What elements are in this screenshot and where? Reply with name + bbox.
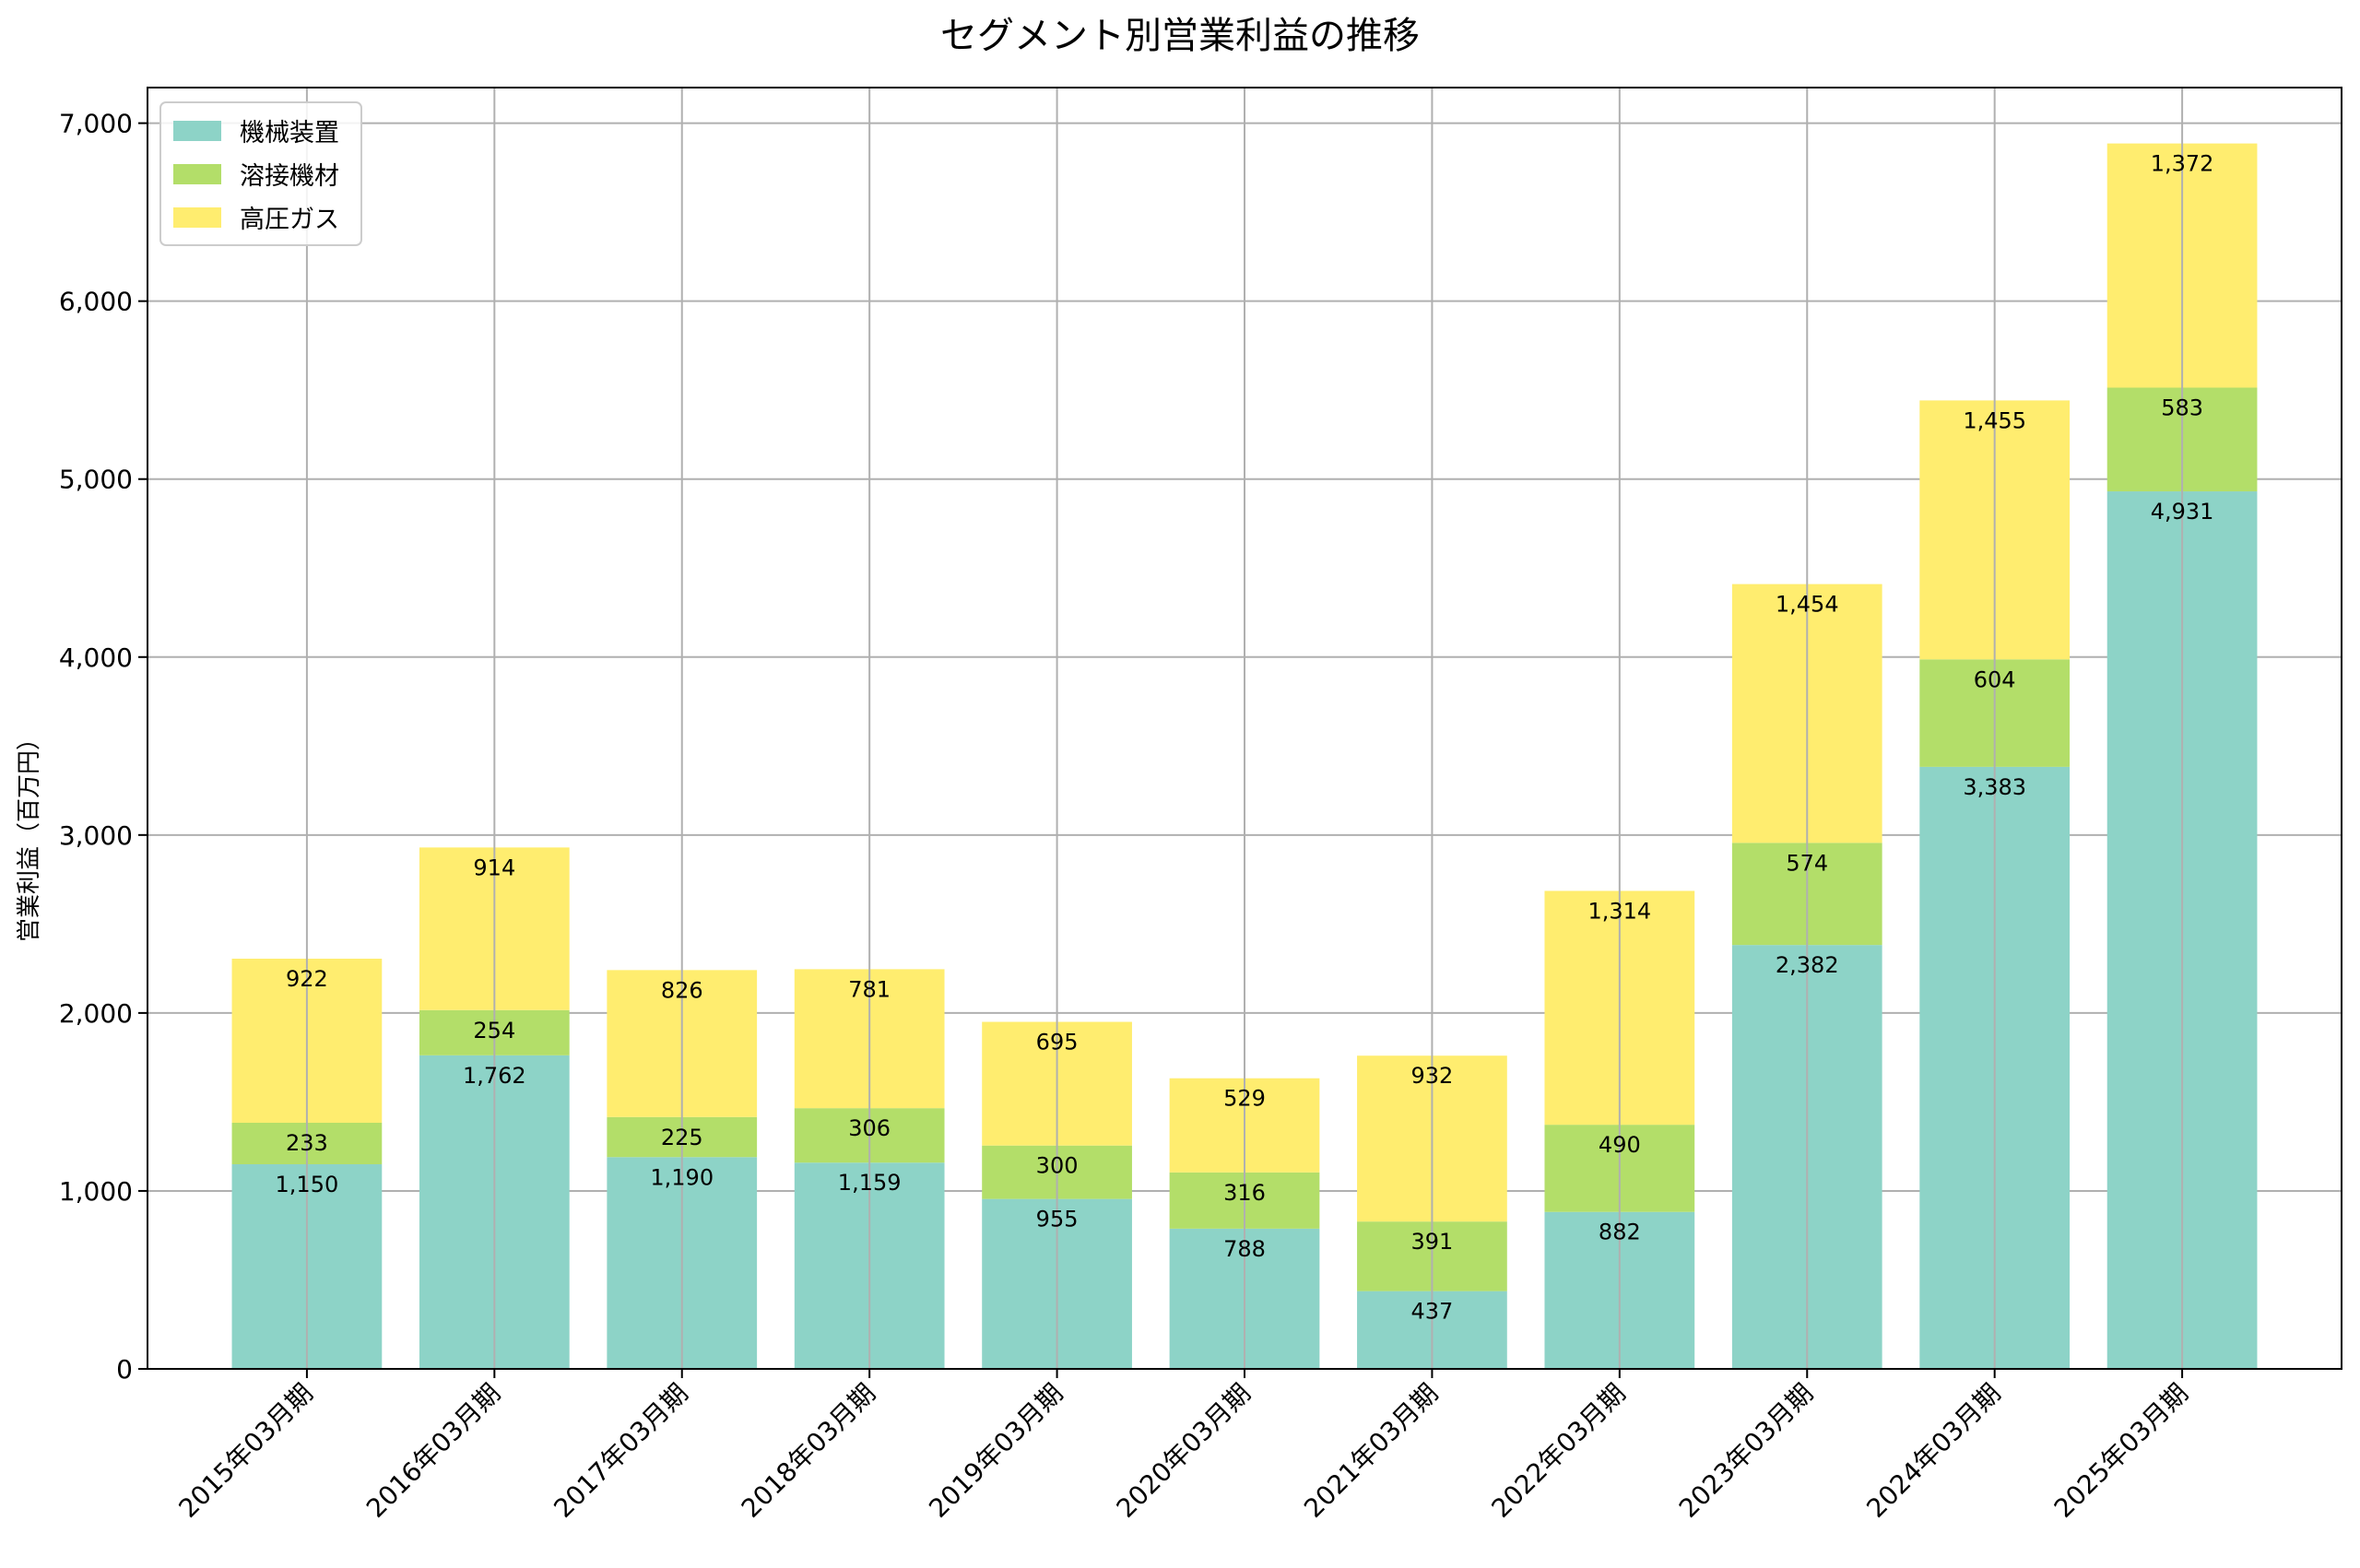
bar-value-label: 306 bbox=[848, 1115, 891, 1141]
y-axis-label-group: 営業利益（百万円） bbox=[16, 726, 43, 942]
bar-value-label: 695 bbox=[1036, 1030, 1079, 1055]
x-tick-label: 2022年03月期 bbox=[1485, 1378, 1631, 1524]
bar-value-label: 781 bbox=[848, 976, 891, 1002]
legend-swatch bbox=[173, 121, 221, 141]
bar-value-label: 1,454 bbox=[1776, 592, 1839, 618]
bar-value-label: 604 bbox=[1974, 666, 2016, 692]
bar-value-label: 1,762 bbox=[463, 1063, 526, 1089]
bar-value-label: 1,159 bbox=[838, 1170, 902, 1196]
bar-value-label: 826 bbox=[661, 977, 703, 1003]
bar-value-label: 882 bbox=[1599, 1220, 1641, 1245]
x-tick-label: 2015年03月期 bbox=[173, 1378, 319, 1524]
x-tick-label: 2024年03月期 bbox=[1860, 1378, 2006, 1524]
bar-value-label: 788 bbox=[1223, 1236, 1266, 1262]
y-tick-label: 4,000 bbox=[59, 643, 133, 673]
x-tick-label: 2018年03月期 bbox=[736, 1378, 881, 1524]
bar-value-label: 574 bbox=[1786, 850, 1828, 876]
bar-value-label: 300 bbox=[1036, 1153, 1079, 1179]
x-tick-label: 2021年03月期 bbox=[1298, 1378, 1444, 1524]
y-tick-label: 3,000 bbox=[59, 820, 133, 851]
bar-value-label: 490 bbox=[1599, 1132, 1641, 1158]
bar-value-label: 437 bbox=[1411, 1299, 1454, 1325]
y-axis-label: 営業利益（百万円） bbox=[16, 726, 43, 942]
y-tick-label: 2,000 bbox=[59, 998, 133, 1029]
bar-value-label: 914 bbox=[473, 855, 515, 880]
x-tick-label: 2016年03月期 bbox=[360, 1378, 506, 1524]
bar-value-label: 922 bbox=[286, 966, 328, 992]
legend-label: 機械装置 bbox=[240, 119, 339, 147]
bar-value-label: 955 bbox=[1036, 1207, 1079, 1232]
bar-value-label: 1,190 bbox=[650, 1164, 714, 1190]
bar-value-label: 316 bbox=[1223, 1180, 1266, 1206]
bar-value-label: 1,314 bbox=[1587, 898, 1651, 924]
legend-swatch bbox=[173, 207, 221, 228]
bar-value-label: 1,455 bbox=[1963, 407, 2026, 433]
x-tick-label: 2017年03月期 bbox=[548, 1378, 693, 1524]
bar-value-label: 1,150 bbox=[276, 1172, 339, 1197]
bar-value-label: 583 bbox=[2161, 395, 2203, 420]
legend-swatch bbox=[173, 164, 221, 184]
bar-value-label: 932 bbox=[1411, 1063, 1454, 1089]
bar-value-label: 233 bbox=[286, 1130, 328, 1156]
bar-value-label: 1,372 bbox=[2151, 151, 2214, 177]
bar-value-label: 254 bbox=[473, 1018, 515, 1043]
legend-label: 溶接機材 bbox=[240, 162, 339, 191]
x-tick-label: 2023年03月期 bbox=[1673, 1378, 1819, 1524]
bar-value-label: 225 bbox=[661, 1125, 703, 1150]
x-tick-label: 2020年03月期 bbox=[1111, 1378, 1257, 1524]
bar-value-label: 3,383 bbox=[1963, 774, 2026, 800]
bar-value-label: 391 bbox=[1411, 1229, 1454, 1255]
legend-label: 高圧ガス bbox=[240, 206, 339, 234]
bar-value-label: 2,382 bbox=[1776, 952, 1839, 978]
y-tick-label: 1,000 bbox=[59, 1176, 133, 1207]
data-labels: 1,150 233 922 1,762 254 914 1,190 225 826 1,159 30… bbox=[276, 88, 2214, 1369]
y-tick-label: 0 bbox=[116, 1354, 133, 1385]
bar-value-label: 529 bbox=[1223, 1086, 1266, 1112]
y-tick-label: 6,000 bbox=[59, 287, 133, 317]
x-tick-label: 2025年03月期 bbox=[2048, 1378, 2194, 1524]
y-tick-label: 5,000 bbox=[59, 465, 133, 495]
y-tick-label: 7,000 bbox=[59, 109, 133, 139]
bar-value-label: 4,931 bbox=[2151, 499, 2214, 525]
x-tick-label: 2019年03月期 bbox=[923, 1378, 1068, 1524]
chart-title: セグメント別営業利益の推移 bbox=[940, 15, 1420, 57]
